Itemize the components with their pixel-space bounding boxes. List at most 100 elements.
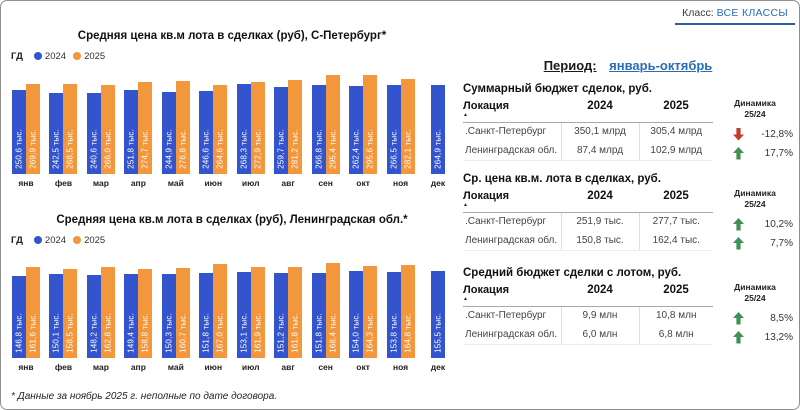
bar-2024-май[interactable]: 244,9 тыс. [161, 91, 176, 174]
bar-2025-янв[interactable]: 161,6 тыс. [26, 267, 40, 358]
bar-2025-июн[interactable]: 264,6 тыс. [213, 85, 228, 174]
bar-2024-мар[interactable]: 148,2 тыс. [86, 274, 101, 358]
bar-2025-окт[interactable]: 295,6 тыс. [363, 74, 378, 174]
bar-2024-окт[interactable]: 262,4 тыс. [349, 86, 364, 174]
bar-2025-авг[interactable]: 161,8 тыс. [288, 267, 303, 358]
x-axis-label-сен: сен [318, 178, 333, 188]
table-row[interactable]: .Санкт-Петербург 350,1 млрд 305,4 млрд [463, 122, 713, 141]
bar-group-фев: 150,1 тыс. 158,5 тыс. [48, 254, 78, 358]
bar-2025-апр[interactable]: 274,7 тыс. [138, 81, 153, 174]
chart-legend: ГД 2024 2025 [9, 50, 455, 62]
bar-2024-окт[interactable]: 154,0 тыс. [349, 271, 364, 358]
bar-group-ноя: 153,8 тыс. 164,8 тыс. [386, 254, 416, 358]
table-row[interactable]: .Санкт-Петербург 251,9 тыс. 277,7 тыс. [463, 212, 713, 231]
legend-item-2024[interactable]: 2024 [33, 235, 66, 246]
bar-2025-фев[interactable]: 268,5 тыс. [63, 83, 78, 174]
class-filter[interactable]: Класс: ВСЕ КЛАССЫ [675, 4, 795, 25]
bar-2024-дек[interactable]: 264,9 тыс. [430, 85, 445, 174]
bar-2024-авг[interactable]: 151,2 тыс. [274, 273, 289, 358]
bar-2024-апр[interactable]: 251,8 тыс. [124, 89, 139, 174]
bar-value-label: 269,9 тыс. [28, 129, 38, 169]
column-header-2024[interactable]: 2024 [561, 98, 639, 123]
bar-2024-июн[interactable]: 151,8 тыс. [199, 272, 214, 358]
column-header-2025[interactable]: 2025 [639, 188, 713, 213]
bar-2025-окт[interactable]: 164,3 тыс. [363, 265, 378, 358]
period-value[interactable]: январь-октябрь [609, 58, 713, 73]
dynamics-header: Динамика 25/24 [715, 98, 795, 122]
bar-value-label: 161,6 тыс. [28, 313, 38, 353]
bar-2024-ноя[interactable]: 153,8 тыс. [386, 271, 401, 358]
bar-2025-май[interactable]: 276,8 тыс. [175, 81, 190, 174]
data-table: Локация ▲ 2024 2025 .Санкт-Петербург 350,1 мл… [463, 98, 713, 161]
x-axis-label-июн: июн [204, 362, 223, 372]
bar-2025-ноя[interactable]: 164,8 тыс. [400, 265, 415, 358]
bar-2025-май[interactable]: 160,7 тыс. [175, 267, 190, 358]
bar-value-label: 282,1 тыс. [403, 129, 413, 169]
bar-group-мар: 148,2 тыс. 162,8 тыс. [86, 254, 116, 358]
down-arrow-icon [733, 128, 744, 141]
legend-item-2025[interactable]: 2025 [73, 51, 105, 62]
column-header-2024[interactable]: 2024 [561, 188, 639, 213]
x-axis-label-окт: окт [356, 178, 370, 188]
bar-2025-мар[interactable]: 162,8 тыс. [100, 266, 115, 358]
x-axis: янв фев мар апр май июн июл авг сен окт ноя дек [9, 362, 455, 372]
table-row[interactable]: Ленинградская обл. 87,4 млрд 102,9 млрд [463, 141, 713, 161]
bar-2025-июл[interactable]: 161,9 тыс. [250, 267, 265, 358]
bar-2025-ноя[interactable]: 282,1 тыс. [400, 79, 415, 174]
x-axis-label-май: май [167, 178, 184, 188]
dynamics-row: 7,7% [715, 234, 795, 253]
bar-2024-янв[interactable]: 250,6 тыс. [12, 89, 26, 174]
bar-2024-сен[interactable]: 266,8 тыс. [311, 84, 326, 174]
column-header-location[interactable]: Локация ▲ [463, 282, 561, 307]
bar-2025-янв[interactable]: 269,9 тыс. [26, 83, 40, 174]
bar-2025-авг[interactable]: 281,2 тыс. [288, 79, 303, 174]
bar-group-янв: 250,6 тыс. 269,9 тыс. [11, 70, 41, 174]
bar-2025-сен[interactable]: 168,4 тыс. [325, 263, 340, 358]
class-filter-value[interactable]: ВСЕ КЛАССЫ [716, 7, 788, 19]
bar-group-июл: 268,3 тыс. 272,9 тыс. [236, 70, 266, 174]
legend-item-2025[interactable]: 2025 [73, 235, 105, 246]
column-header-2024[interactable]: 2024 [561, 282, 639, 307]
bar-2024-июл[interactable]: 268,3 тыс. [236, 84, 251, 174]
bar-2024-ноя[interactable]: 266,5 тыс. [386, 84, 401, 174]
x-axis-label-мар: мар [92, 178, 109, 188]
x-axis-label-дек: дек [430, 362, 446, 372]
bar-2024-апр[interactable]: 149,4 тыс. [124, 274, 139, 358]
table-row[interactable]: Ленинградская обл. 150,8 тыс. 162,4 тыс. [463, 231, 713, 251]
dynamics-header-line2: 25/24 [744, 199, 766, 210]
bar-2024-июн[interactable]: 246,6 тыс. [199, 91, 214, 174]
bar-2025-мар[interactable]: 266,0 тыс. [100, 84, 115, 174]
legend-item-2024[interactable]: 2024 [33, 51, 66, 62]
dynamics-header-line2: 25/24 [744, 293, 766, 304]
bar-2024-май[interactable]: 150,3 тыс. [161, 273, 176, 358]
bar-2025-апр[interactable]: 158,8 тыс. [138, 268, 153, 358]
bar-2025-июл[interactable]: 272,9 тыс. [250, 82, 265, 174]
x-axis-label-янв: янв [18, 178, 34, 188]
column-header-location[interactable]: Локация ▲ [463, 98, 561, 123]
summary-budget-table: Суммарный бюджет сделок, руб. Локация ▲ 202… [463, 83, 795, 163]
table-header-row: Локация ▲ 2024 2025 [463, 98, 713, 123]
bar-2024-фев[interactable]: 150,1 тыс. [49, 273, 64, 358]
bar-2024-мар[interactable]: 240,6 тыс. [86, 93, 101, 174]
column-header-2025[interactable]: 2025 [639, 282, 713, 307]
table-row[interactable]: Ленинградская обл. 6,0 млн 6,8 млн [463, 325, 713, 345]
table-row[interactable]: .Санкт-Петербург 9,9 млн 10,8 млн [463, 306, 713, 325]
bar-2024-авг[interactable]: 259,7 тыс. [274, 86, 289, 174]
legend-prefix: ГД [11, 234, 23, 246]
bar-2024-янв[interactable]: 146,8 тыс. [12, 275, 26, 358]
value-2025-cell: 277,7 тыс. [638, 212, 713, 231]
bar-2025-сен[interactable]: 295,4 тыс. [325, 74, 340, 174]
bar-2025-июн[interactable]: 167,0 тыс. [213, 264, 228, 358]
bar-2025-фев[interactable]: 158,5 тыс. [63, 268, 78, 358]
value-2024-cell: 251,9 тыс. [560, 212, 639, 231]
column-header-2025[interactable]: 2025 [639, 98, 713, 123]
bar-2024-сен[interactable]: 151,8 тыс. [311, 272, 326, 358]
bar-2024-фев[interactable]: 242,5 тыс. [49, 92, 64, 174]
column-header-location[interactable]: Локация ▲ [463, 188, 561, 213]
up-arrow-icon [733, 218, 744, 231]
bar-value-label: 266,8 тыс. [314, 129, 324, 169]
bar-2024-дек[interactable]: 155,5 тыс. [430, 270, 445, 358]
table-title: Средний бюджет сделки с лотом, руб. [463, 267, 682, 279]
bar-2024-июл[interactable]: 153,1 тыс. [236, 271, 251, 358]
bar-value-label: 264,9 тыс. [433, 129, 443, 169]
